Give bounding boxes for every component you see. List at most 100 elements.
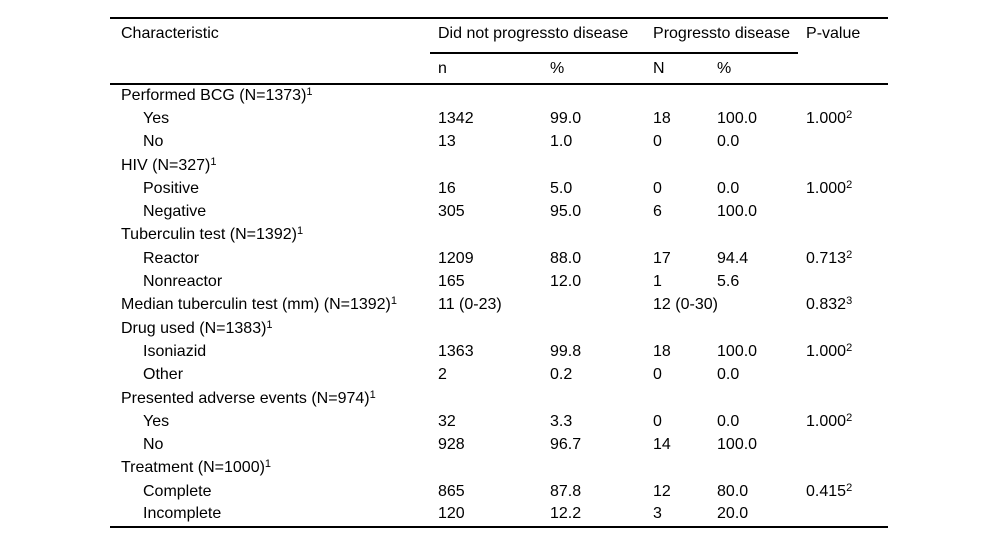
cell-pct1: 12.0 [550,273,582,291]
cell-label: Median tuberculin test (mm) (N=1392)1 [110,294,430,317]
cell-pvalue: 1.0002 [798,177,888,200]
cell-pct1 [542,84,645,107]
cell-pct1: 88.0 [550,249,582,267]
cell-label: HIV (N=327)1 [110,154,430,177]
footnote-marker: 1 [306,86,313,99]
cell-pvalue [798,200,888,223]
table-row: Complete 865 87.8 12 80.0 0.4152 [110,480,888,503]
footnote-marker: 2 [846,248,853,261]
table-row: Nonreactor 165 12.0 1 5.6 [110,270,888,293]
cell-label: No [110,433,430,456]
cell-pct1: 3.3 [550,412,573,430]
table-row: No 13 1.0 0 0.0 [110,131,888,154]
table-header: Characteristic Did not progressto diseas… [110,18,889,85]
table-body: Performed BCG (N=1373)1 Yes 1342 99.0 18… [110,84,888,527]
row-label: No [143,436,164,454]
footnote-marker: 1 [266,318,273,331]
table-row: Isoniazid 1363 99.8 18 100.0 1.0002 [110,340,888,363]
row-label: Other [143,366,184,384]
cell-pvalue: 0.4152 [798,480,888,503]
cell-pvalue [798,84,888,107]
cell-N [645,84,709,107]
cell-N: 3 [653,505,662,523]
cell-N: 12 (0-30) [653,296,718,314]
cell-n: 2 [438,366,447,384]
cell-label: Treatment (N=1000)1 [110,457,430,480]
cell-N: 18 [653,342,671,360]
cell-pct2: 5.6 [717,273,740,291]
cell-pvalue [798,270,888,293]
row-label: No [143,133,164,151]
cell-N: 0 [653,133,662,151]
cell-pct1: 87.8 [550,482,582,500]
p-value: 1.000 [806,109,847,127]
cell-n: 13 [438,133,456,151]
table-row: HIV (N=327)1 [110,154,888,177]
cell-label: Reactor [110,247,430,270]
cell-n: 305 [438,203,465,221]
cell-pct2 [709,317,798,340]
cell-pct2: 100.0 [717,436,758,454]
cell-pvalue [798,457,888,480]
cell-pct2: 0.0 [717,412,740,430]
cell-pct2 [709,294,798,317]
footnote-marker: 1 [390,295,398,308]
cell-N: 6 [653,203,662,221]
table-row: Other 2 0.2 0 0.0 [110,364,888,387]
subheader-n: n [430,53,542,85]
footnote-marker: 2 [846,341,853,354]
cell-pct1: 1.0 [550,133,573,151]
row-label: Performed BCG (N=1373) [121,87,307,105]
cell-N [645,224,709,247]
cell-N: 17 [653,249,671,267]
header-row-groups: Characteristic Did not progressto diseas… [110,18,889,85]
subheader-N: N [645,53,710,85]
cell-N: 14 [653,436,671,454]
footnote-marker: 1 [264,458,272,471]
cell-pct2 [709,84,798,107]
table-row: No 928 96.7 14 100.0 [110,433,888,456]
cell-pvalue [798,131,888,154]
cell-pct2 [709,387,798,410]
cell-n: 1342 [438,109,474,127]
cell-N [645,387,709,410]
cell-pct2: 20.0 [717,505,749,523]
p-value: 0.415 [806,482,847,500]
cell-pvalue [798,387,888,410]
cell-pct1: 12.2 [550,505,582,523]
row-label: Positive [143,179,200,197]
cell-N: 0 [653,179,662,197]
cell-pct1 [542,457,645,480]
cell-n [430,224,542,247]
cell-N: 0 [653,366,662,384]
row-label: Reactor [143,249,200,267]
cell-pct1: 96.7 [550,436,582,454]
row-label: Isoniazid [143,342,207,360]
cell-pct2 [709,154,798,177]
cell-label: Performed BCG (N=1373)1 [110,84,430,107]
cell-pct2: 100.0 [717,109,758,127]
cell-label: Isoniazid [110,340,430,363]
subheader-pct2: % [709,53,799,85]
cell-pct1: 99.0 [550,109,582,127]
p-value: 1.000 [806,179,847,197]
cell-pvalue: 1.0002 [798,410,888,433]
footnote-marker: 2 [846,481,853,494]
cell-N: 1 [653,273,662,291]
cell-pct2: 0.0 [717,179,740,197]
row-label: Negative [143,203,207,221]
p-value: 0.832 [806,296,847,314]
row-label: Tuberculin test (N=1392) [121,226,297,244]
cell-label: Presented adverse events (N=974)1 [110,387,430,410]
cell-pct2 [709,457,798,480]
table-row: Drug used (N=1383)1 [110,317,888,340]
cell-pvalue: 0.8323 [798,294,888,317]
cell-pct2: 94.4 [717,249,749,267]
cell-N: 18 [653,109,671,127]
cell-n: 11 (0-23) [438,296,502,314]
footnote-marker: 2 [846,411,853,424]
cell-label: No [110,131,430,154]
cell-n: 865 [438,482,465,500]
cell-pct1: 5.0 [550,179,573,197]
cell-N [645,154,709,177]
